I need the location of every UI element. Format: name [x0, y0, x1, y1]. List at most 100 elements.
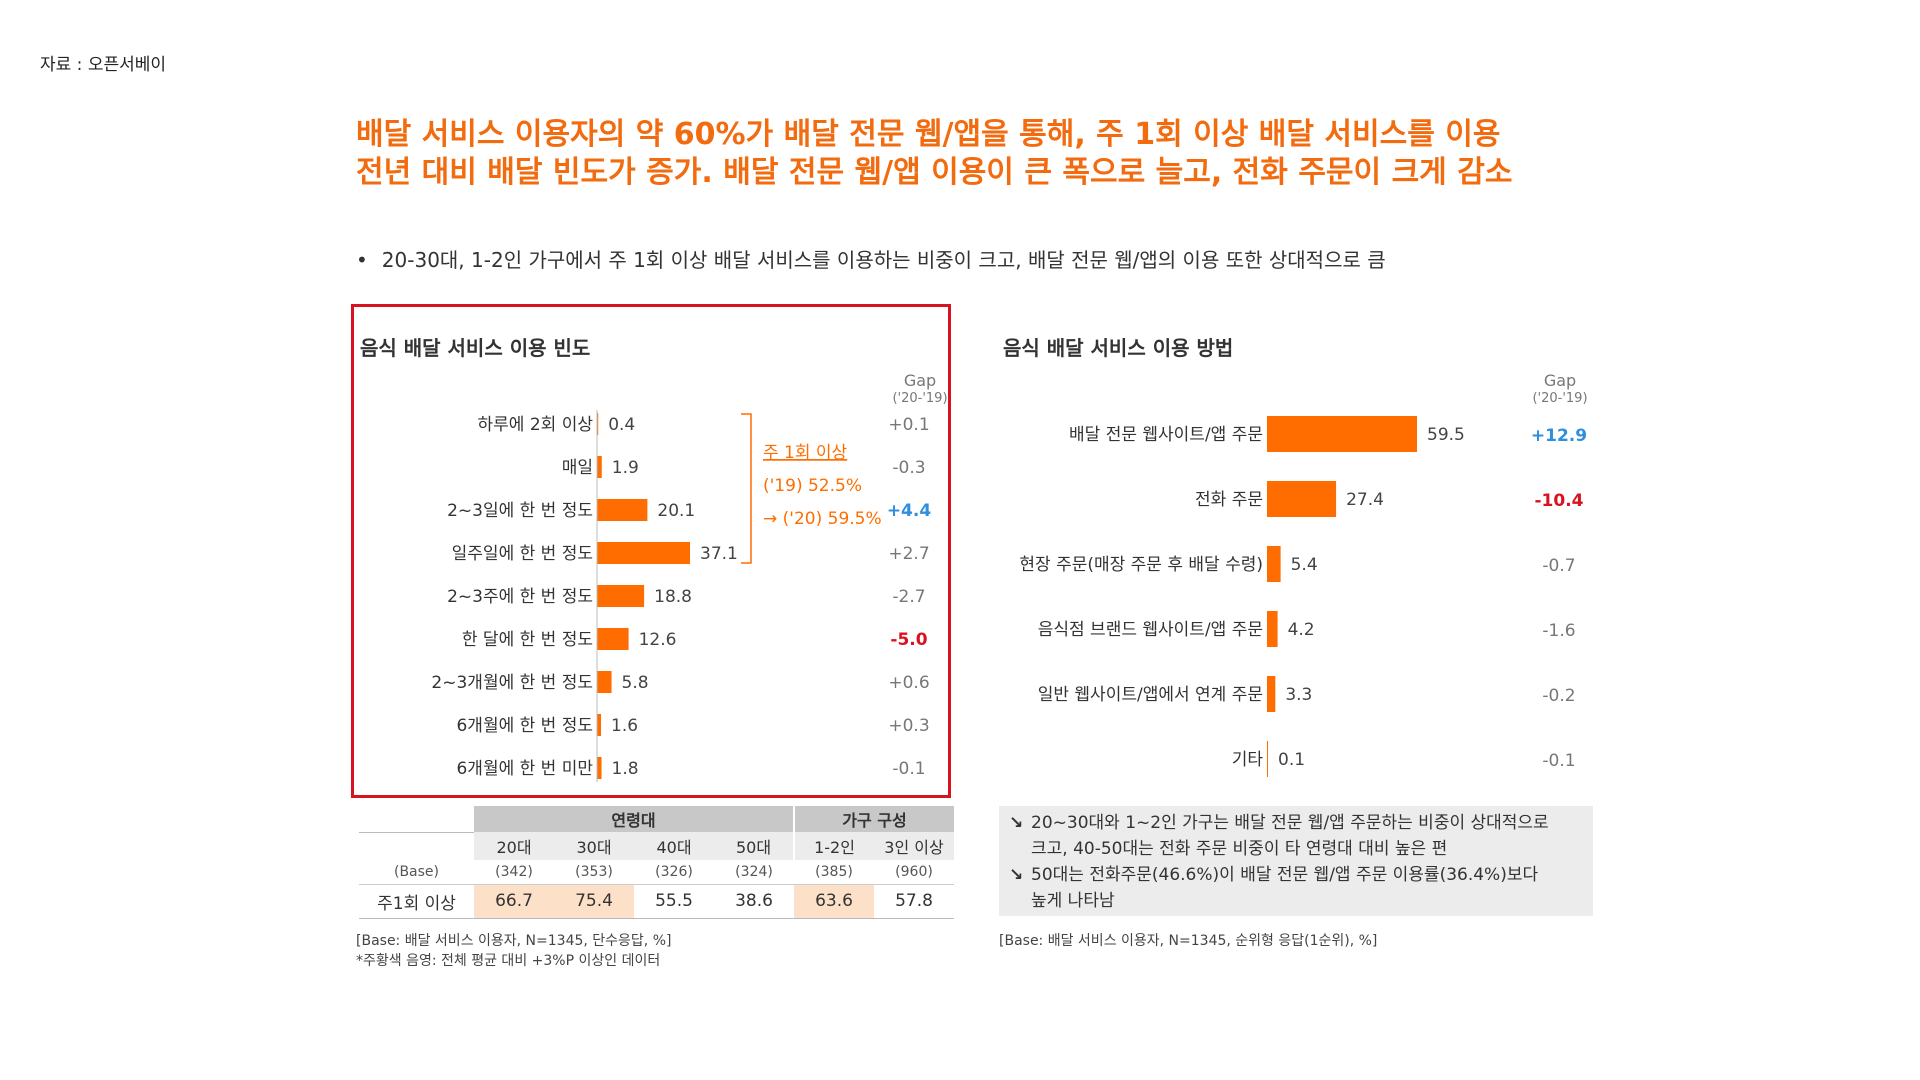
frequency-category-label: 한 달에 한 번 정도 — [462, 630, 593, 650]
left-base-note: [Base: 배달 서비스 이용자, N=1345, 단수응답, %] — [356, 933, 672, 949]
method-bar — [1267, 546, 1281, 582]
method-value-label: 3.3 — [1285, 685, 1312, 705]
frequency-bar — [597, 499, 648, 521]
right-base-note: [Base: 배달 서비스 이용자, N=1345, 순위형 응답(1순위), … — [999, 933, 1378, 949]
frequency-bar — [597, 671, 612, 693]
method-gap-value: -0.7 — [1542, 556, 1575, 576]
bullet-dot: • — [356, 248, 368, 272]
table-base-label: (Base) — [393, 863, 439, 880]
method-category-label: 기타 — [1232, 750, 1264, 770]
frequency-gap-value: -5.0 — [890, 630, 927, 650]
table-base-cell: (385) — [815, 863, 853, 880]
method-category-label: 음식점 브랜드 웹사이트/앱 주문 — [1038, 620, 1263, 640]
frequency-bar — [597, 585, 645, 607]
table-base-cell: (326) — [655, 863, 693, 880]
table-base-cell: (324) — [735, 863, 773, 880]
arrow-down-right-icon: ↘ — [1009, 813, 1024, 833]
table-value-cell: 66.7 — [474, 884, 554, 918]
frequency-gap-value: -0.3 — [892, 458, 925, 478]
callout-item-1: ↘ 20~30대와 1~2인 가구는 배달 전문 웹/앱 주문하는 비중이 상대… — [1009, 810, 1583, 862]
table-value-cell: 38.6 — [735, 891, 773, 911]
table-col-header: 1-2인 — [814, 838, 855, 857]
frequency-gap-value: +0.1 — [888, 415, 929, 435]
weekly-annotation-2020: → ('20) 59.5% — [763, 509, 882, 529]
method-bar — [1267, 741, 1268, 777]
table-row-label: 주1회 이상 — [377, 893, 456, 914]
frequency-gap-value: -2.7 — [892, 587, 925, 607]
table-col-header: 40대 — [656, 838, 692, 857]
headline-line-1: 배달 서비스 이용자의 약 60%가 배달 전문 웹/앱을 통해, 주 1회 이… — [356, 117, 1501, 152]
frequency-gap-value: +2.7 — [888, 544, 929, 564]
method-value-label: 4.2 — [1288, 620, 1315, 640]
frequency-value-label: 5.8 — [622, 673, 649, 693]
table-col-header: 30대 — [576, 838, 612, 857]
frequency-value-label: 12.6 — [639, 630, 677, 650]
frequency-gap-header: Gap ('20-'19) — [880, 372, 960, 408]
callout-item-1-line-2: 크고, 40-50대는 전화 주문 비중이 타 연령대 대비 높은 편 — [1031, 839, 1448, 859]
frequency-category-label: 2~3주에 한 번 정도 — [447, 587, 593, 607]
weekly-annotation-title: 주 1회 이상 — [763, 443, 848, 463]
weekly-bracket — [741, 413, 752, 564]
weekly-annotation-2019: ('19) 52.5% — [763, 476, 862, 496]
method-gap-value: +12.9 — [1531, 426, 1587, 446]
frequency-gap-value: +0.3 — [888, 716, 929, 736]
frequency-category-label: 6개월에 한 번 미만 — [456, 759, 593, 779]
method-category-label: 일반 웹사이트/앱에서 연계 주문 — [1038, 685, 1263, 705]
table-col-header: 50대 — [714, 832, 795, 860]
frequency-bar — [597, 542, 690, 564]
frequency-gap-title: Gap — [903, 371, 937, 390]
method-gap-header: Gap ('20-'19) — [1520, 372, 1600, 408]
frequency-category-label: 2~3개월에 한 번 정도 — [431, 673, 593, 693]
frequency-value-label: 1.9 — [612, 458, 639, 478]
frequency-category-label: 일주일에 한 번 정도 — [452, 544, 593, 564]
frequency-bar — [597, 628, 629, 650]
frequency-category-label: 매일 — [562, 458, 593, 478]
table-value-cell: 57.8 — [895, 891, 933, 911]
method-gap-title: Gap — [1543, 371, 1577, 390]
method-bar — [1267, 416, 1417, 452]
frequency-gap-value: +0.6 — [888, 673, 929, 693]
headline-line-2: 전년 대비 배달 빈도가 증가. 배달 전문 웹/앱 이용이 큰 폭으로 늘고,… — [356, 155, 1513, 190]
method-category-label: 배달 전문 웹사이트/앱 주문 — [1069, 425, 1263, 445]
method-gap-value: -0.2 — [1542, 686, 1575, 706]
arrow-down-right-icon: ↘ — [1009, 865, 1024, 885]
method-gap-subtitle: ('20-'19) — [1532, 391, 1588, 406]
headline: 배달 서비스 이용자의 약 60%가 배달 전문 웹/앱을 통해, 주 1회 이… — [356, 116, 1656, 192]
table-base-cell: (353) — [575, 863, 613, 880]
highlight-frame — [351, 304, 951, 798]
summary-bullet: • 20-30대, 1-2인 가구에서 주 1회 이상 배달 서비스를 이용하는 … — [356, 244, 1386, 273]
table-base-cell: (960) — [895, 863, 933, 880]
frequency-gap-subtitle: ('20-'19) — [892, 391, 948, 406]
table-col-header: 20대 — [496, 838, 532, 857]
method-bar — [1267, 481, 1337, 517]
table-value-cell: 75.4 — [554, 884, 634, 918]
source-label: 자료 : 오픈서베이 — [40, 55, 167, 75]
frequency-category-label: 하루에 2회 이상 — [478, 415, 594, 435]
frequency-chart-title: 음식 배달 서비스 이용 빈도 — [360, 336, 591, 360]
bullet-text: 20-30대, 1-2인 가구에서 주 1회 이상 배달 서비스를 이용하는 비… — [381, 248, 1386, 272]
frequency-bar-chart: 하루에 2회 이상 0.4 +0.1 매일 1.9 -0.3 2~3일에 한 번 정도 20.… — [431, 410, 932, 782]
method-value-label: 0.1 — [1278, 750, 1305, 770]
method-value-label: 59.5 — [1427, 425, 1465, 445]
method-bar — [1267, 611, 1278, 647]
frequency-bar — [597, 456, 602, 478]
frequency-value-label: 37.1 — [700, 544, 738, 564]
frequency-category-label: 6개월에 한 번 정도 — [456, 716, 593, 736]
callout-item-2-line-1: 50대는 전화주문(46.6%)이 배달 전문 웹/앱 주문 이용률(36.4%… — [1031, 865, 1539, 885]
callout-item-1-line-1: 20~30대와 1~2인 가구는 배달 전문 웹/앱 주문하는 비중이 상대적으… — [1031, 813, 1549, 833]
frequency-value-label: 1.8 — [612, 759, 639, 779]
method-category-label: 현장 주문(매장 주문 후 배달 수령) — [1019, 555, 1263, 575]
frequency-category-label: 2~3일에 한 번 정도 — [447, 501, 593, 521]
frequency-bar — [597, 757, 602, 779]
frequency-value-label: 20.1 — [657, 501, 695, 521]
method-value-label: 27.4 — [1346, 490, 1384, 510]
method-value-label: 5.4 — [1291, 555, 1318, 575]
frequency-gap-value: +4.4 — [887, 501, 932, 521]
method-gap-value: -10.4 — [1535, 491, 1584, 511]
callout-item-2-line-2: 높게 나타남 — [1031, 891, 1115, 911]
frequency-value-label: 0.4 — [608, 415, 635, 435]
frequency-gap-value: -0.1 — [892, 759, 925, 779]
method-category-label: 전화 주문 — [1195, 490, 1263, 510]
age-household-table: 연령대 가구 구성 20대 30대 40대 50대 1-2인 3인 이상 (Ba… — [359, 806, 954, 919]
frequency-bar — [597, 413, 599, 435]
